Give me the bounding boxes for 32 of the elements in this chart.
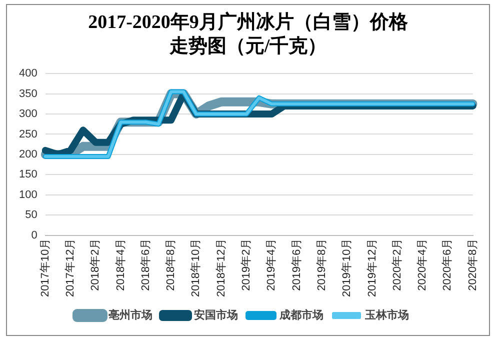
y-tick-label: 250 xyxy=(18,128,38,140)
x-tick-label: 2020年6月 xyxy=(442,238,454,291)
x-tick-label: 2020年8月 xyxy=(466,238,479,291)
y-tick-label: 400 xyxy=(18,68,38,80)
x-tick-label: 2019年10月 xyxy=(341,238,354,298)
y-tick-label: 150 xyxy=(18,168,38,181)
x-tick-label: 2018年12月 xyxy=(215,238,228,298)
x-tick-label: 2017年12月 xyxy=(64,238,77,298)
x-tick-label: 2018年10月 xyxy=(190,238,202,298)
y-tick-label: 50 xyxy=(25,209,38,222)
y-tick-label: 200 xyxy=(18,148,38,160)
y-tick-label: 350 xyxy=(18,88,38,100)
x-tick-label: 2019年6月 xyxy=(290,238,303,291)
x-tick-label: 2018年6月 xyxy=(140,238,152,291)
legend-label: 成都市场 xyxy=(278,308,324,322)
x-tick-label: 2020年2月 xyxy=(391,238,404,291)
x-tick-label: 2019年4月 xyxy=(266,238,278,291)
x-tick-label: 2018年2月 xyxy=(90,238,102,291)
x-tick-label: 2020年4月 xyxy=(416,238,429,291)
x-tick-label: 2018年4月 xyxy=(114,238,127,291)
legend-label: 亳州市场 xyxy=(108,308,152,322)
y-tick-label: 100 xyxy=(18,188,38,201)
y-tick-label: 0 xyxy=(31,229,38,242)
x-tick-label: 2018年8月 xyxy=(165,238,178,291)
x-tick-label: 2019年2月 xyxy=(240,238,253,291)
x-tick-label: 2019年12月 xyxy=(366,238,378,298)
y-tick-label: 300 xyxy=(18,108,38,120)
x-tick-label: 2019年8月 xyxy=(316,238,328,291)
legend-label: 安国市场 xyxy=(194,308,238,322)
legend-label: 玉林市场 xyxy=(364,308,409,322)
chart-title: 2017-2020年9月广州冰片（白雪）价格走势图（元/千克） xyxy=(87,11,409,59)
x-tick-label: 2017年10月 xyxy=(39,238,52,298)
